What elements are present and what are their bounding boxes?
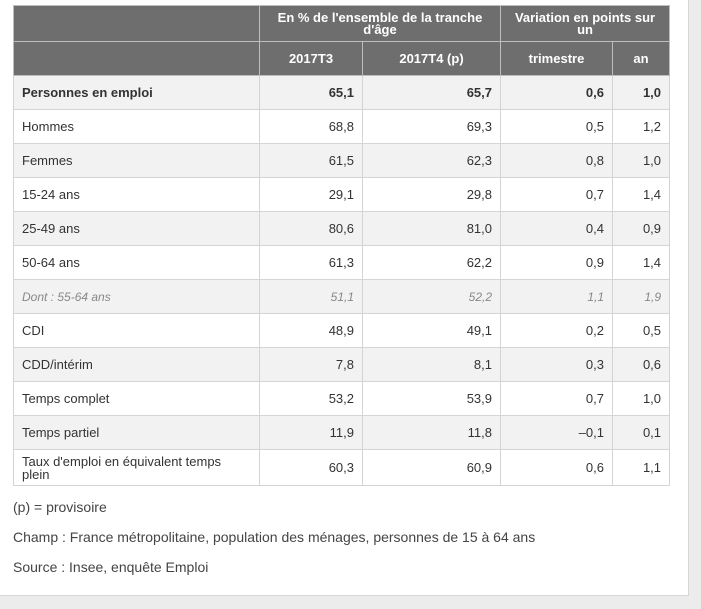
cell-trimestre: 0,7 xyxy=(500,381,613,416)
cell-an: 1,4 xyxy=(611,245,671,280)
cell-2017t3: 48,9 xyxy=(259,313,363,348)
cell-trimestre: 0,6 xyxy=(500,449,613,486)
cell-2017t4: 8,1 xyxy=(362,347,501,382)
row-label: CDI xyxy=(13,313,260,348)
cell-2017t4: 60,9 xyxy=(362,449,501,486)
note-provisoire: (p) = provisoire xyxy=(13,499,107,515)
header-an: an xyxy=(611,41,671,76)
cell-2017t4: 69,3 xyxy=(362,109,501,144)
cell-an: 1,1 xyxy=(611,449,671,486)
header-trimestre: trimestre xyxy=(500,41,613,76)
table-row: Temps complet 53,2 53,9 0,7 1,0 xyxy=(13,381,671,416)
table-row: Hommes 68,8 69,3 0,5 1,2 xyxy=(13,109,671,144)
cell-2017t3: 61,5 xyxy=(259,143,363,178)
cell-trimestre: 0,3 xyxy=(500,347,613,382)
cell-2017t4: 29,8 xyxy=(362,177,501,212)
note-champ: Champ : France métropolitaine, populatio… xyxy=(13,529,536,545)
row-label: Personnes en emploi xyxy=(13,75,260,110)
cell-an: 0,9 xyxy=(611,211,671,246)
cell-trimestre: 0,4 xyxy=(500,211,613,246)
header-group-share: En % de l'ensemble de la tranche d'âge xyxy=(259,5,501,42)
header-2017t3: 2017T3 xyxy=(259,41,363,76)
cell-2017t4: 62,2 xyxy=(362,245,501,280)
row-label: 50-64 ans xyxy=(13,245,260,280)
header-group-variation: Variation en points sur un xyxy=(499,5,671,42)
table-row: Temps partiel 11,9 11,8 –0,1 0,1 xyxy=(13,415,671,450)
cell-2017t3: 60,3 xyxy=(259,449,363,486)
cell-2017t4: 49,1 xyxy=(362,313,501,348)
cell-2017t4: 53,9 xyxy=(362,381,501,416)
cell-an: 1,0 xyxy=(611,75,671,110)
cell-an: 1,0 xyxy=(611,381,671,416)
cell-2017t4: 52,2 xyxy=(362,279,501,314)
cell-an: 0,1 xyxy=(611,415,671,450)
table-row: Taux d'emploi en équivalent temps plein … xyxy=(13,449,671,486)
cell-trimestre: 0,6 xyxy=(500,75,613,110)
cell-2017t4: 62,3 xyxy=(362,143,501,178)
cell-2017t3: 61,3 xyxy=(259,245,363,280)
row-label: 15-24 ans xyxy=(13,177,260,212)
cell-trimestre: 0,9 xyxy=(500,245,613,280)
row-label: 25-49 ans xyxy=(13,211,260,246)
cell-trimestre: 0,8 xyxy=(500,143,613,178)
cell-trimestre: 0,7 xyxy=(500,177,613,212)
cell-2017t3: 51,1 xyxy=(259,279,363,314)
row-label: Hommes xyxy=(13,109,260,144)
cell-an: 0,6 xyxy=(611,347,671,382)
cell-2017t4: 65,7 xyxy=(362,75,501,110)
cell-an: 1,2 xyxy=(611,109,671,144)
table-row: 15-24 ans 29,1 29,8 0,7 1,4 xyxy=(13,177,671,212)
table-row: Personnes en emploi 65,1 65,7 0,6 1,0 xyxy=(13,75,671,110)
cell-2017t3: 65,1 xyxy=(259,75,363,110)
header-2017t4: 2017T4 (p) xyxy=(362,41,501,76)
cell-trimestre: 1,1 xyxy=(500,279,613,314)
cell-2017t3: 29,1 xyxy=(259,177,363,212)
cell-an: 1,0 xyxy=(611,143,671,178)
table-notes: (p) = provisoire Champ : France métropol… xyxy=(13,497,535,587)
cell-2017t3: 7,8 xyxy=(259,347,363,382)
cell-trimestre: –0,1 xyxy=(500,415,613,450)
cell-an: 1,9 xyxy=(611,279,671,314)
cell-2017t3: 68,8 xyxy=(259,109,363,144)
content-panel: En % de l'ensemble de la tranche d'âge V… xyxy=(0,0,689,596)
cell-2017t3: 53,2 xyxy=(259,381,363,416)
header-empty-cell xyxy=(13,41,260,76)
cell-an: 0,5 xyxy=(611,313,671,348)
table-row: CDD/intérim 7,8 8,1 0,3 0,6 xyxy=(13,347,671,382)
table-row: CDI 48,9 49,1 0,2 0,5 xyxy=(13,313,671,348)
cell-trimestre: 0,5 xyxy=(500,109,613,144)
note-source: Source : Insee, enquête Emploi xyxy=(13,559,209,575)
cell-2017t3: 11,9 xyxy=(259,415,363,450)
row-label: CDD/intérim xyxy=(13,347,260,382)
employment-rate-table: En % de l'ensemble de la tranche d'âge V… xyxy=(13,5,671,486)
table-header-row-1: En % de l'ensemble de la tranche d'âge V… xyxy=(13,5,671,42)
row-label: Femmes xyxy=(13,143,260,178)
table-row: 50-64 ans 61,3 62,2 0,9 1,4 xyxy=(13,245,671,280)
row-label: Dont : 55-64 ans xyxy=(13,279,260,314)
row-label: Temps partiel xyxy=(13,415,260,450)
cell-2017t3: 80,6 xyxy=(259,211,363,246)
cell-2017t4: 11,8 xyxy=(362,415,501,450)
table-row: Dont : 55-64 ans 51,1 52,2 1,1 1,9 xyxy=(13,279,671,314)
cell-an: 1,4 xyxy=(611,177,671,212)
table-row: Femmes 61,5 62,3 0,8 1,0 xyxy=(13,143,671,178)
cell-2017t4: 81,0 xyxy=(362,211,501,246)
table-header-row-2: 2017T3 2017T4 (p) trimestre an xyxy=(13,41,671,76)
header-empty-cell xyxy=(13,5,260,42)
cell-trimestre: 0,2 xyxy=(500,313,613,348)
table-row: 25-49 ans 80,6 81,0 0,4 0,9 xyxy=(13,211,671,246)
row-label: Taux d'emploi en équivalent temps plein xyxy=(13,449,260,486)
row-label: Temps complet xyxy=(13,381,260,416)
